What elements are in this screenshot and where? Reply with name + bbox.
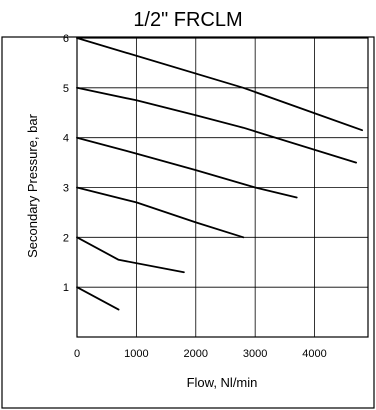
x-tick-labels: 0 1000 2000 3000 4000: [74, 348, 327, 360]
y-tick-label: 6: [63, 33, 69, 45]
chart-title: 1/2" FRCLM: [133, 9, 242, 31]
chart-frame: [1, 36, 375, 409]
series-line-3: [76, 136, 298, 199]
y-tick-label: 3: [63, 183, 69, 195]
x-tick-label: 1000: [124, 348, 148, 360]
series-line-4: [76, 186, 245, 239]
series-line-1: [76, 37, 364, 132]
series-line-6: [76, 286, 120, 311]
y-tick-label: 1: [63, 282, 69, 294]
y-axis-title: Secondary Pressure, bar: [25, 113, 40, 257]
y-tick-label: 2: [63, 232, 69, 244]
series-line-2: [76, 86, 358, 164]
x-tick-label: 0: [74, 348, 80, 360]
series-layer: [76, 37, 364, 311]
y-tick-labels: 1 2 3 4 5 6: [63, 33, 69, 294]
y-tick-label: 4: [63, 133, 69, 145]
x-axis-title: Flow, Nl/min: [187, 375, 258, 390]
series-line-5: [76, 236, 185, 274]
x-tick-label: 3000: [243, 348, 267, 360]
y-tick-label: 5: [63, 83, 69, 95]
grid-layer: [77, 38, 368, 337]
x-tick-label: 2000: [184, 348, 208, 360]
x-tick-label: 4000: [302, 348, 326, 360]
